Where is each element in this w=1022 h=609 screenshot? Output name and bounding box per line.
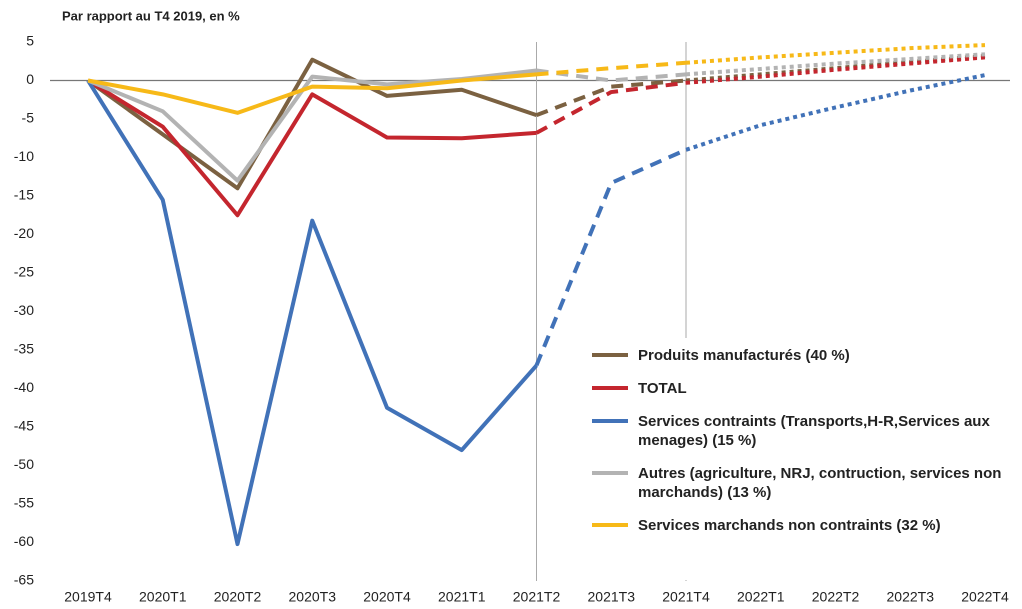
legend-item: Services marchands non contraints (32 %)	[592, 516, 1006, 535]
series-line	[685, 73, 986, 152]
series-line	[86, 57, 538, 191]
x-tick-label: 2021T1	[438, 589, 486, 605]
y-tick-label: -35	[14, 341, 34, 357]
y-tick-label: -30	[14, 302, 34, 318]
x-tick-label: 2021T4	[662, 589, 710, 605]
legend-item: Services contraints (Transports,H-R,Serv…	[592, 412, 1006, 450]
x-tick-label: 2022T4	[961, 589, 1009, 605]
x-tick-label: 2022T3	[887, 589, 935, 605]
y-tick-label: -25	[14, 264, 34, 280]
legend-label: Produits manufacturés (40 %)	[638, 347, 850, 364]
legend-item: Autres (agriculture, NRJ, contruction, s…	[592, 464, 1006, 502]
series-line	[534, 147, 687, 367]
series-line	[685, 52, 986, 77]
legend-swatch	[592, 353, 628, 357]
y-tick-label: -5	[22, 110, 35, 126]
y-tick-label: -45	[14, 418, 34, 434]
legend: Produits manufacturés (40 %) TOTAL Service…	[578, 338, 1018, 580]
chart-title: Par rapport au T4 2019, en %	[62, 8, 240, 23]
series-line	[535, 78, 687, 118]
x-tick-label: 2022T2	[812, 589, 860, 605]
y-tick-label: -40	[14, 379, 34, 395]
x-tick-label: 2020T2	[214, 589, 262, 605]
x-tick-label: 2022T1	[737, 589, 785, 605]
series-line	[535, 80, 687, 135]
series-line	[685, 43, 986, 65]
x-tick-label: 2019T4	[64, 589, 112, 605]
y-tick-label: -10	[14, 148, 34, 164]
legend-swatch	[592, 419, 628, 423]
legend-swatch	[592, 523, 628, 527]
x-tick-label: 2021T3	[588, 589, 636, 605]
legend-swatch	[592, 471, 628, 475]
y-tick-label: 5	[26, 33, 34, 49]
y-tick-label: 0	[26, 71, 34, 87]
x-tick-label: 2020T4	[363, 589, 411, 605]
series-line	[536, 60, 687, 77]
y-tick-label: -50	[14, 456, 34, 472]
legend-label: Services marchands non contraints (32 %)	[638, 517, 941, 534]
x-tick-label: 2021T2	[513, 589, 561, 605]
legend-swatch	[592, 386, 628, 390]
series-line	[685, 55, 986, 85]
y-tick-label: -65	[14, 572, 34, 588]
x-tick-label: 2020T3	[289, 589, 337, 605]
y-tick-label: -60	[14, 533, 34, 549]
series-line	[685, 53, 986, 83]
x-tick-label: 2020T1	[139, 589, 187, 605]
y-tick-label: -15	[14, 187, 34, 203]
legend-label: Services contraints (Transports,H-R,Serv…	[638, 413, 990, 449]
series-line	[86, 78, 537, 218]
legend-label: TOTAL	[638, 380, 687, 397]
series-line	[87, 72, 537, 115]
series-line	[86, 79, 538, 547]
legend-label: Autres (agriculture, NRJ, contruction, s…	[638, 465, 1002, 501]
legend-item: Produits manufacturés (40 %)	[592, 346, 1006, 365]
y-tick-label: -20	[14, 225, 34, 241]
y-tick-label: -55	[14, 495, 34, 511]
legend-item: TOTAL	[592, 379, 1006, 398]
